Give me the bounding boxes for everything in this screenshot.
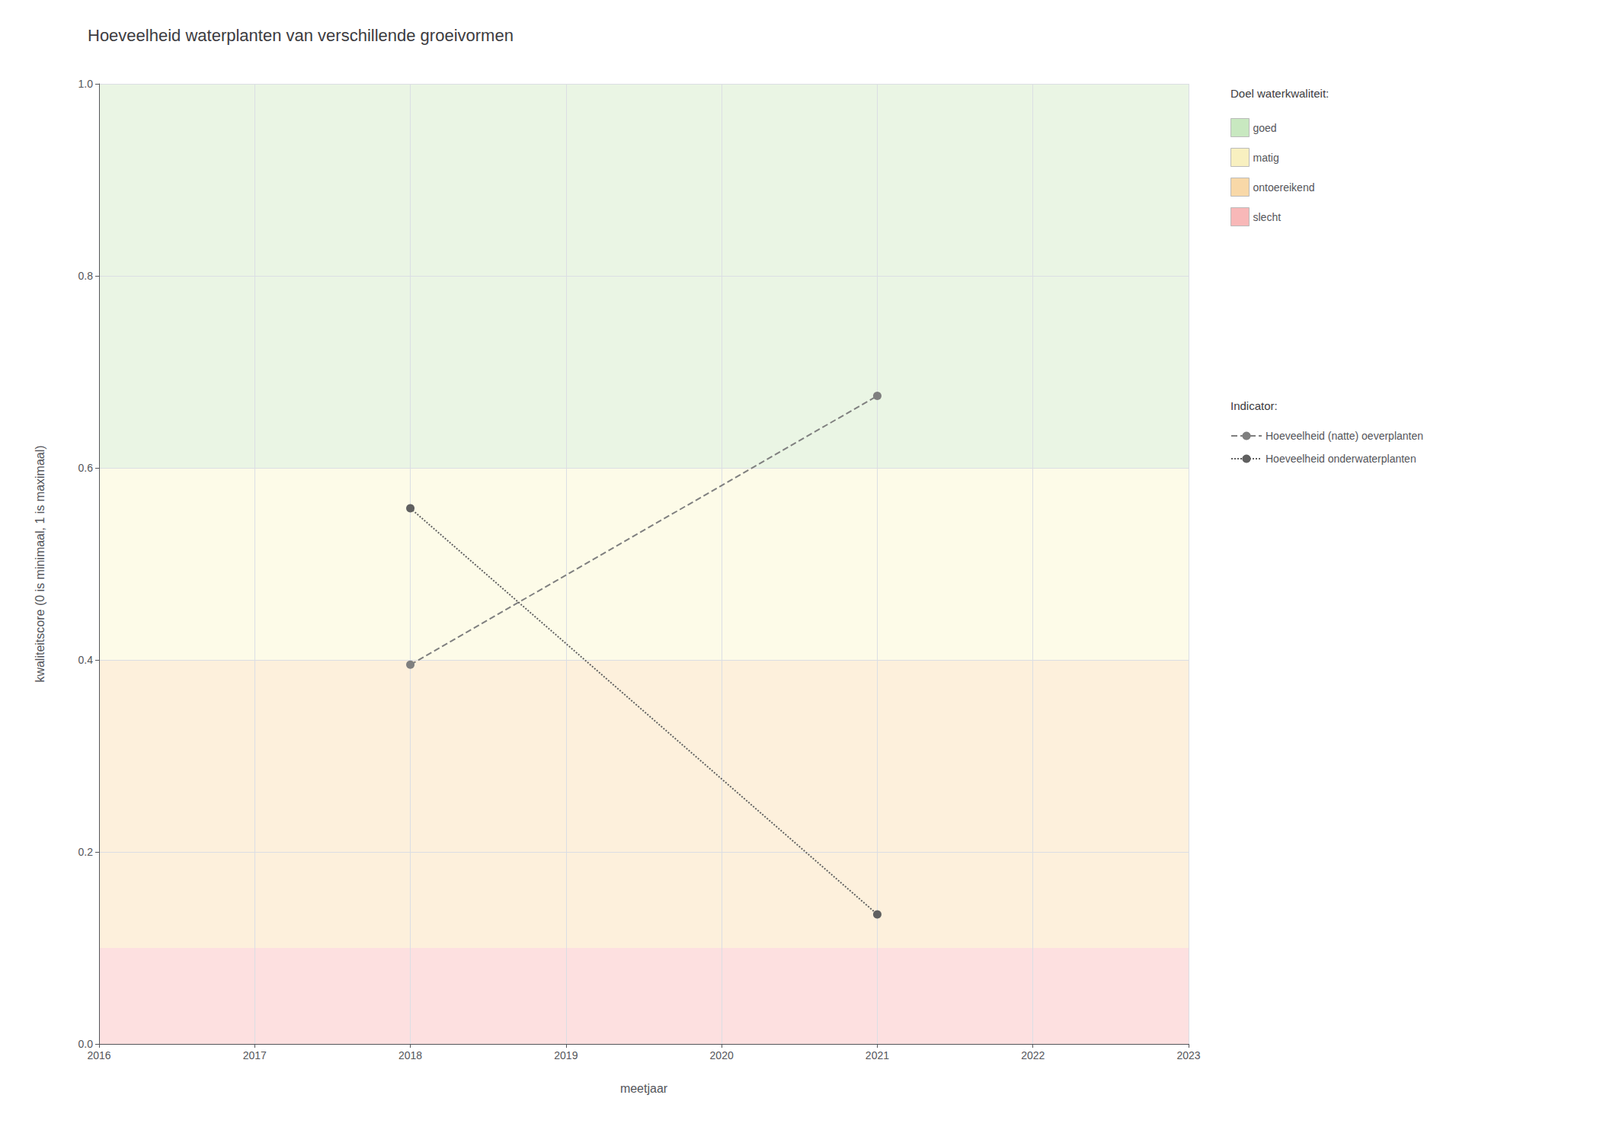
svg-text:0.8: 0.8 xyxy=(78,269,94,282)
svg-text:Hoeveelheid (natte) oeverplant: Hoeveelheid (natte) oeverplanten xyxy=(1265,429,1424,442)
svg-text:0.4: 0.4 xyxy=(78,653,94,666)
svg-text:0.0: 0.0 xyxy=(78,1037,94,1050)
svg-text:2023: 2023 xyxy=(1176,1049,1200,1062)
svg-text:Doel waterkwaliteit:: Doel waterkwaliteit: xyxy=(1230,86,1329,100)
svg-text:2016: 2016 xyxy=(86,1049,111,1062)
svg-text:ontoereikend: ontoereikend xyxy=(1253,181,1316,194)
svg-text:meetjaar: meetjaar xyxy=(620,1081,669,1095)
svg-text:2018: 2018 xyxy=(398,1049,423,1062)
svg-text:2017: 2017 xyxy=(243,1049,267,1062)
svg-text:goed: goed xyxy=(1253,121,1277,135)
svg-text:kwaliteitscore (0 is minimaal,: kwaliteitscore (0 is minimaal, 1 is maxi… xyxy=(33,444,47,682)
svg-text:0.2: 0.2 xyxy=(78,845,94,858)
svg-text:2021: 2021 xyxy=(865,1049,890,1062)
svg-text:2022: 2022 xyxy=(1020,1049,1045,1062)
svg-text:2019: 2019 xyxy=(553,1049,578,1062)
svg-text:Indicator:: Indicator: xyxy=(1230,399,1278,413)
svg-text:2020: 2020 xyxy=(710,1049,734,1062)
svg-text:1.0: 1.0 xyxy=(78,77,94,90)
svg-text:matig: matig xyxy=(1253,151,1280,164)
svg-text:Hoeveelheid onderwaterplanten: Hoeveelheid onderwaterplanten xyxy=(1265,452,1417,465)
svg-text:slecht: slecht xyxy=(1253,211,1282,224)
svg-text:Hoeveelheid waterplanten van v: Hoeveelheid waterplanten van verschillen… xyxy=(87,25,514,45)
svg-text:0.6: 0.6 xyxy=(78,461,94,474)
